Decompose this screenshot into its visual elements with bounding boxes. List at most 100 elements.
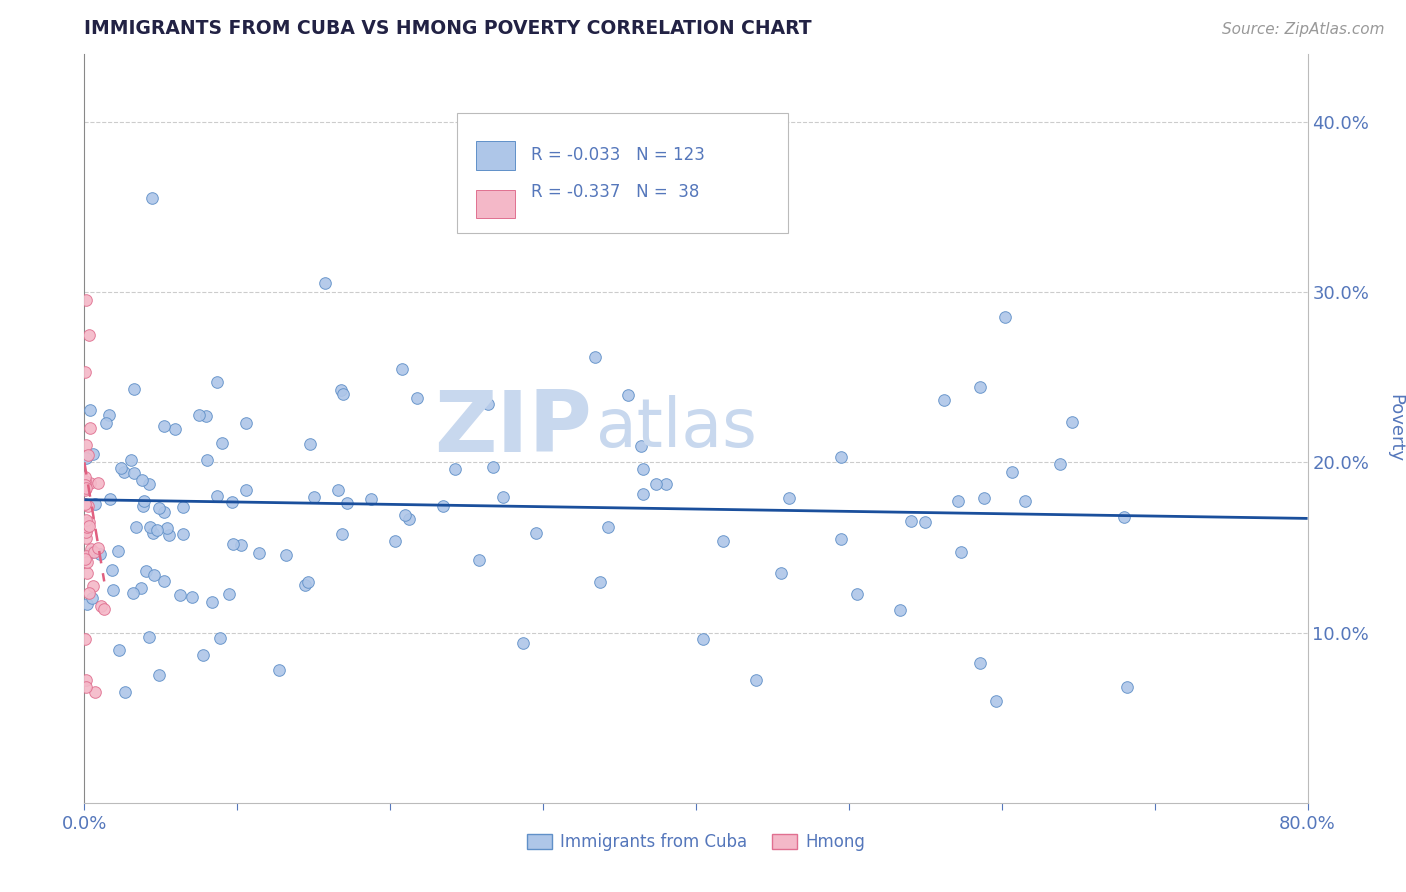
Point	[82, 579, 104, 593]
Point	[188, 408, 211, 422]
Point	[900, 514, 922, 528]
Point	[75, 632, 97, 647]
Point	[112, 466, 135, 480]
Point	[87, 541, 110, 555]
Point	[889, 603, 911, 617]
Point	[201, 595, 224, 609]
Point	[633, 462, 655, 476]
Point	[221, 495, 243, 509]
Point	[73, 470, 96, 484]
Point	[645, 476, 668, 491]
Point	[332, 387, 354, 401]
Point	[191, 648, 214, 663]
Point	[139, 520, 162, 534]
Point	[336, 496, 359, 510]
Point	[82, 544, 104, 558]
Point	[77, 518, 100, 533]
Text: Source: ZipAtlas.com: Source: ZipAtlas.com	[1222, 22, 1385, 37]
Point	[132, 493, 155, 508]
Point	[152, 505, 174, 519]
Point	[148, 501, 170, 516]
Point	[148, 668, 170, 682]
Point	[169, 588, 191, 602]
Point	[229, 537, 252, 551]
Point	[80, 591, 103, 606]
Point	[107, 544, 129, 558]
Point	[914, 516, 936, 530]
Point	[468, 553, 491, 567]
Point	[745, 673, 768, 688]
Point	[101, 563, 124, 577]
Point	[76, 566, 98, 581]
Point	[778, 491, 800, 506]
FancyBboxPatch shape	[475, 141, 515, 169]
Point	[394, 508, 416, 522]
Point	[630, 439, 652, 453]
Point	[75, 513, 97, 527]
Point	[269, 663, 291, 677]
Point	[589, 575, 612, 590]
Point	[142, 567, 165, 582]
Point	[165, 422, 187, 436]
Point	[75, 673, 97, 688]
Point	[973, 491, 995, 506]
Point	[181, 591, 204, 605]
Point	[330, 526, 353, 541]
Point	[114, 685, 136, 699]
Point	[932, 392, 955, 407]
Point	[692, 632, 714, 646]
Point	[297, 574, 319, 589]
Point	[159, 528, 181, 542]
Point	[218, 586, 240, 600]
Text: R = -0.337   N =  38: R = -0.337 N = 38	[531, 183, 699, 201]
Point	[131, 473, 153, 487]
Point	[314, 277, 336, 291]
Point	[384, 534, 406, 549]
Point	[132, 499, 155, 513]
Y-axis label: Poverty: Poverty	[1386, 394, 1405, 462]
Point	[75, 523, 97, 537]
Point	[138, 630, 160, 644]
Point	[247, 546, 270, 560]
Point	[75, 531, 97, 545]
Point	[211, 435, 233, 450]
Point	[110, 461, 132, 475]
Point	[125, 520, 148, 534]
Point	[122, 467, 145, 481]
Point	[986, 693, 1008, 707]
Point	[969, 656, 991, 670]
Point	[946, 494, 969, 508]
Point	[830, 533, 852, 547]
Point	[235, 483, 257, 497]
Point	[80, 542, 103, 557]
Point	[75, 481, 97, 495]
Point	[82, 447, 104, 461]
Point	[77, 515, 100, 529]
FancyBboxPatch shape	[475, 189, 515, 219]
Point	[77, 449, 100, 463]
Point	[398, 512, 420, 526]
Point	[138, 476, 160, 491]
Point	[75, 451, 97, 466]
Point	[1049, 457, 1071, 471]
Point	[1001, 465, 1024, 479]
Point	[330, 383, 353, 397]
Point	[477, 397, 499, 411]
Point	[77, 499, 100, 513]
Point	[122, 382, 145, 396]
Point	[492, 490, 515, 504]
Point	[79, 403, 101, 417]
Text: atlas: atlas	[596, 395, 756, 461]
Point	[108, 643, 131, 657]
Point	[90, 599, 112, 613]
Point	[156, 521, 179, 535]
Point	[152, 418, 174, 433]
Point	[444, 462, 467, 476]
Point	[75, 475, 97, 489]
Point	[209, 631, 232, 645]
Point	[360, 492, 382, 507]
Point	[1112, 509, 1135, 524]
Point	[482, 459, 505, 474]
Text: IMMIGRANTS FROM CUBA VS HMONG POVERTY CORRELATION CHART: IMMIGRANTS FROM CUBA VS HMONG POVERTY CO…	[84, 19, 813, 38]
Point	[153, 574, 176, 588]
